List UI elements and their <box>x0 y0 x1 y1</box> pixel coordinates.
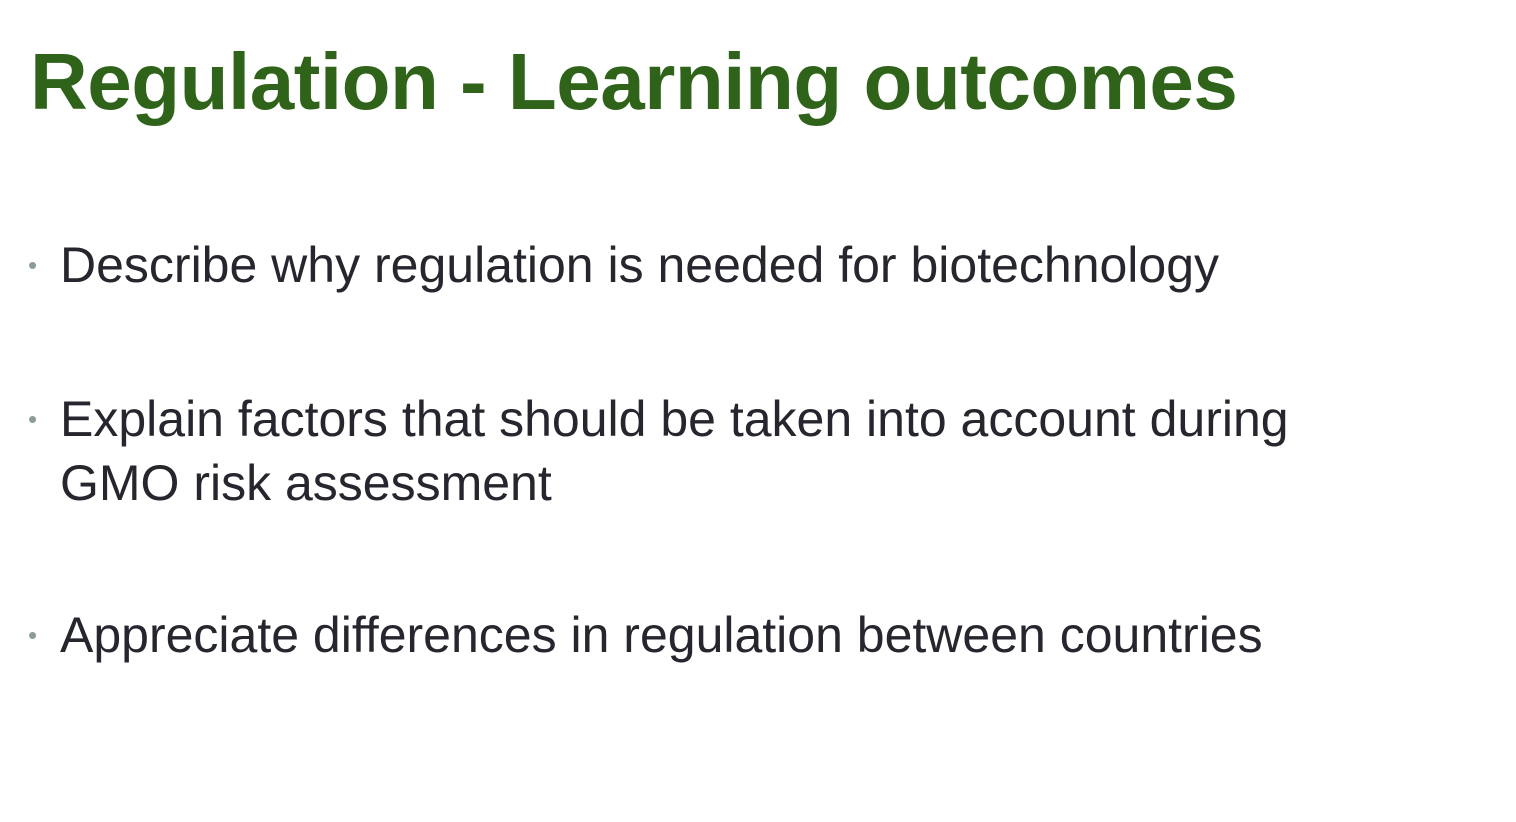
bullet-text: Explain factors that should be taken int… <box>60 391 1289 511</box>
slide-title: Regulation - Learning outcomes <box>30 37 1238 126</box>
list-item: • Describe why regulation is needed for … <box>28 233 1468 297</box>
bullet-icon: • <box>28 250 38 280</box>
list-item: • Explain factors that should be taken i… <box>28 387 1468 515</box>
bullet-icon: • <box>28 404 38 434</box>
bullet-icon: • <box>28 620 38 650</box>
list-item: • Appreciate differences in regulation b… <box>28 603 1468 667</box>
bullet-text: Appreciate differences in regulation bet… <box>60 607 1263 663</box>
bullet-text: Describe why regulation is needed for bi… <box>60 237 1220 293</box>
